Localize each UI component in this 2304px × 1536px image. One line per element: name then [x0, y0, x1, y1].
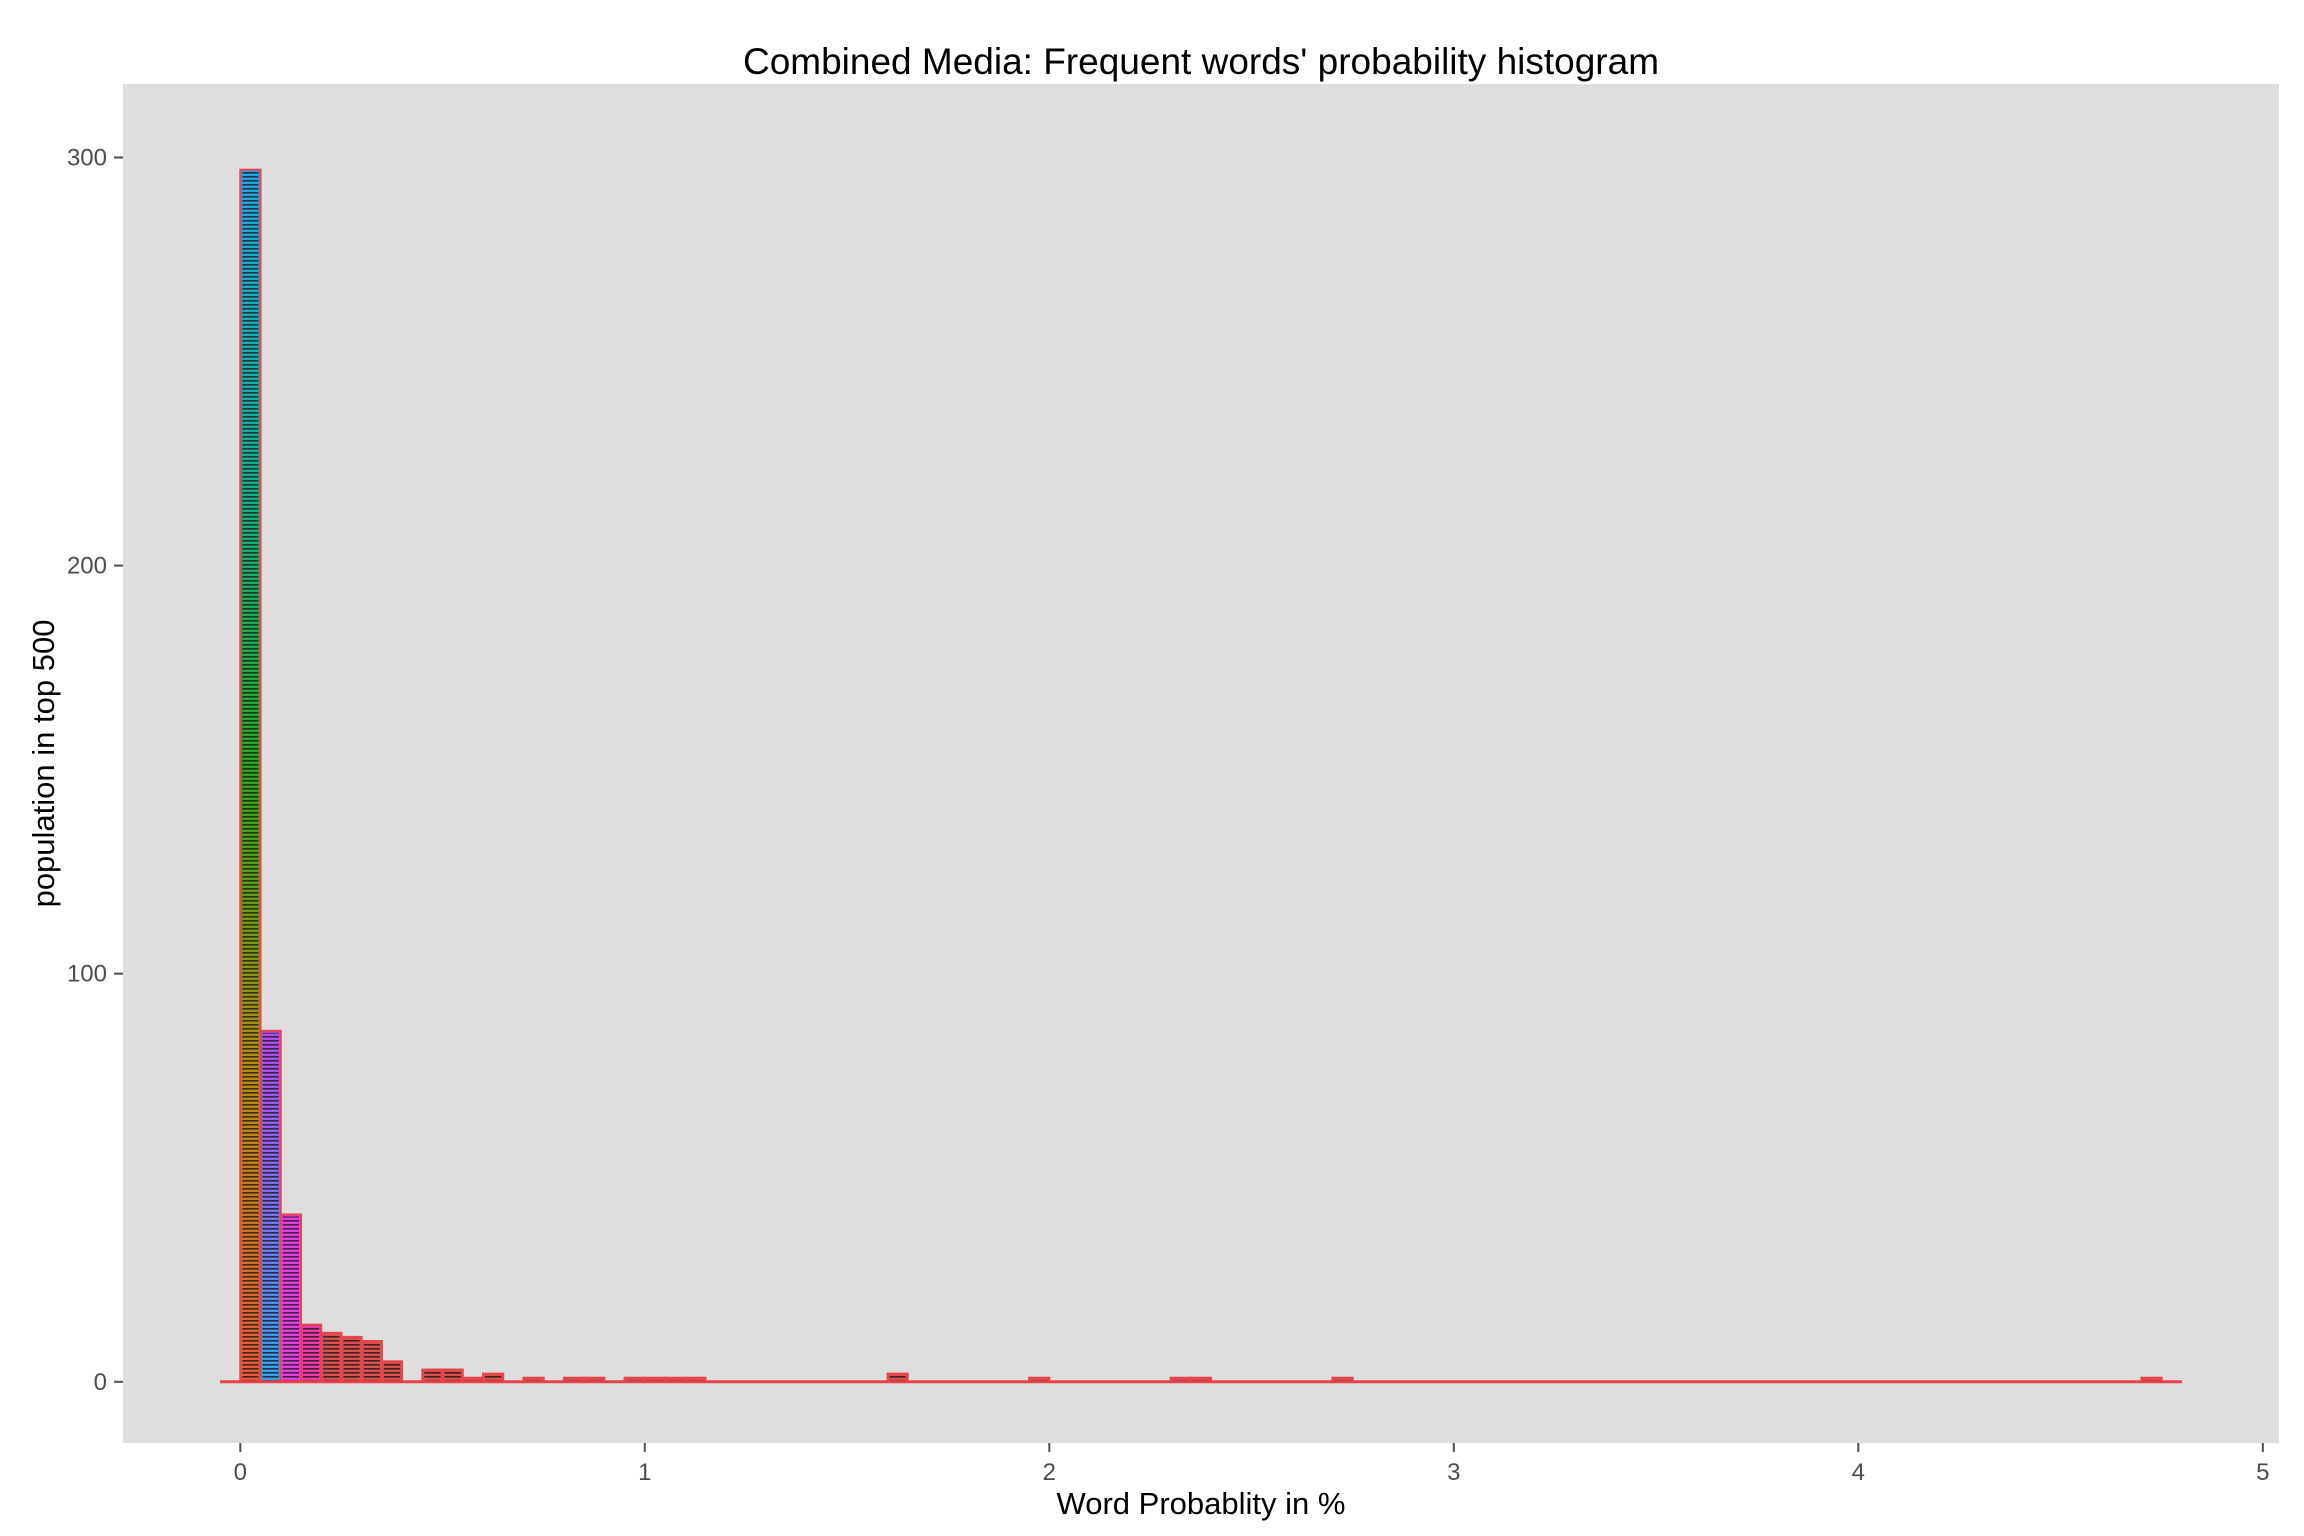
- histogram-bar: [239, 168, 262, 1383]
- x-tick-label: 5: [2256, 1459, 2269, 1486]
- x-axis-title: Word Probablity in %: [1057, 1486, 1346, 1521]
- histogram-bar: [259, 1029, 282, 1383]
- plot-panel: [123, 84, 2279, 1443]
- histogram-bar: [320, 1331, 343, 1383]
- x-tick-label: 0: [234, 1459, 247, 1486]
- x-tick-label: 2: [1043, 1459, 1056, 1486]
- histogram-bar: [279, 1213, 302, 1383]
- chart-title: Combined Media: Frequent words' probabil…: [743, 41, 1659, 82]
- y-axis-title: population in top 500: [26, 620, 61, 908]
- x-tick-label: 1: [638, 1459, 651, 1486]
- histogram-bar: [299, 1323, 323, 1383]
- y-tick-label: 0: [94, 1369, 107, 1396]
- histogram-bar: [380, 1360, 404, 1383]
- bars-group: [239, 168, 2163, 1383]
- x-tick-label: 4: [1852, 1459, 1865, 1486]
- y-axis: 0 100 200 300: [67, 144, 123, 1396]
- histogram-bar: [441, 1368, 464, 1383]
- x-tick-label: 3: [1447, 1459, 1460, 1486]
- y-tick-label: 100: [67, 961, 107, 988]
- histogram-bar: [360, 1339, 383, 1383]
- y-tick-label: 300: [67, 144, 107, 171]
- histogram-bar: [421, 1368, 444, 1383]
- x-axis: 0 1 2 3 4 5: [234, 1443, 2269, 1486]
- histogram-bar: [340, 1335, 363, 1383]
- y-tick-label: 200: [67, 553, 107, 580]
